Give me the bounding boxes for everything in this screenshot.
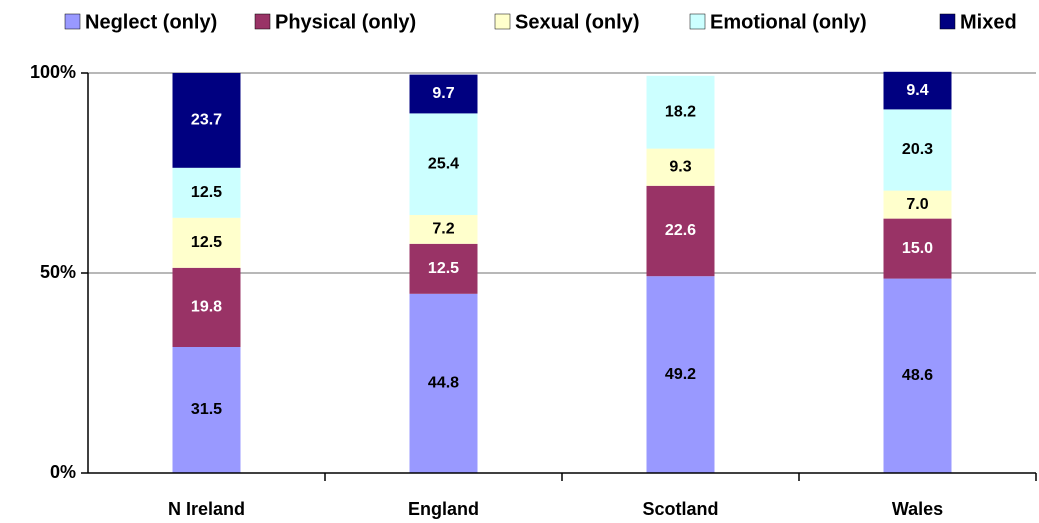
- data-label: 12.5: [428, 260, 459, 277]
- x-tick-label: Wales: [892, 499, 943, 519]
- bar-segment: [646, 276, 715, 473]
- data-label: 48.6: [902, 367, 933, 384]
- data-label: 19.8: [191, 299, 222, 316]
- x-tick-label: Scotland: [642, 499, 718, 519]
- legend-swatch: [939, 13, 956, 30]
- data-label: 18.2: [665, 103, 696, 120]
- y-tick-label: 0%: [50, 462, 76, 482]
- bar-segment: [409, 243, 478, 294]
- bar-segment: [172, 167, 241, 218]
- x-tick-label: England: [408, 499, 479, 519]
- x-tick-label: N Ireland: [168, 499, 245, 519]
- data-label: 7.2: [432, 221, 454, 238]
- bar-segment: [883, 109, 952, 191]
- bar-segment: [172, 347, 241, 473]
- legend-label: Emotional (only): [710, 11, 867, 33]
- bar-segment: [883, 71, 952, 110]
- legend-label: Neglect (only): [85, 11, 217, 33]
- bar-segment: [883, 190, 952, 219]
- data-label: 23.7: [191, 112, 222, 129]
- bar-segment: [409, 74, 478, 114]
- legend-label: Mixed: [960, 11, 1017, 33]
- bar-segment: [409, 215, 478, 244]
- bar-segment: [883, 218, 952, 279]
- data-label: 9.4: [906, 82, 928, 99]
- legend-swatch: [689, 13, 706, 30]
- data-label: 9.7: [432, 85, 454, 102]
- data-label: 31.5: [191, 401, 222, 418]
- legend-label: Physical (only): [275, 11, 416, 33]
- bar-segment: [409, 113, 478, 215]
- bar-segment: [646, 185, 715, 277]
- bar-segment: [172, 217, 241, 268]
- bar-segment: [883, 278, 952, 473]
- data-label: 22.6: [665, 222, 696, 239]
- y-tick-label: 50%: [40, 262, 76, 282]
- data-label: 15.0: [902, 240, 933, 257]
- data-label: 49.2: [665, 366, 696, 383]
- bar-segment: [409, 293, 478, 473]
- data-label: 9.3: [669, 158, 691, 175]
- data-label: 7.0: [906, 196, 928, 213]
- data-label: 12.5: [191, 184, 222, 201]
- data-label: 20.3: [902, 141, 933, 158]
- legend-label: Sexual (only): [515, 11, 639, 33]
- bar-segment: [646, 148, 715, 186]
- legend-swatch: [64, 13, 81, 30]
- bar-segment: [646, 75, 715, 149]
- legend-swatch: [254, 13, 271, 30]
- data-label: 12.5: [191, 234, 222, 251]
- y-tick-label: 100%: [30, 62, 76, 82]
- bar-segment: [172, 73, 241, 168]
- bar-segment: [172, 267, 241, 347]
- data-label: 25.4: [428, 155, 459, 172]
- data-label: 44.8: [428, 375, 459, 392]
- legend-swatch: [494, 13, 511, 30]
